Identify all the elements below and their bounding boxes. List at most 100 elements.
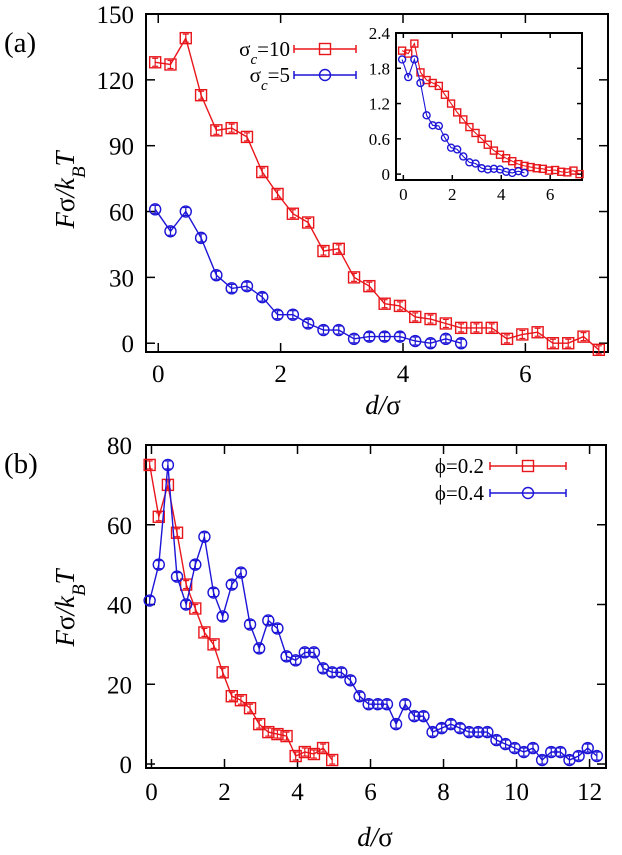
data-point [516, 328, 529, 341]
data-point [556, 167, 566, 176]
data-point [471, 128, 480, 138]
data-point [179, 578, 193, 591]
panel-a-xtick-label: 0 [152, 361, 165, 388]
data-point [590, 749, 604, 763]
panel-b-ytick-label: 40 [107, 593, 132, 620]
data-point [252, 717, 266, 731]
data-point [577, 330, 590, 343]
data-point [325, 753, 339, 767]
panel-b-legend-label: ϕ=0.4 [435, 481, 485, 505]
data-point [483, 140, 492, 149]
panel-a-ytick-label: 150 [97, 2, 135, 29]
data-point [225, 690, 238, 703]
data-point [353, 690, 366, 703]
data-point [207, 638, 220, 651]
data-point [363, 279, 376, 293]
data-point [189, 558, 202, 571]
data-point [298, 646, 312, 659]
panel-a-legend-entry: σc=5 [250, 63, 357, 94]
panel-a-ytick-label: 90 [109, 134, 134, 161]
data-point [399, 697, 412, 711]
panel-a-label: (a) [4, 27, 36, 59]
data-point [454, 321, 468, 335]
data-point [416, 68, 425, 77]
data-point [225, 282, 238, 295]
data-point [424, 312, 437, 326]
data-point [198, 626, 211, 639]
data-point [472, 725, 485, 739]
data-point [417, 709, 430, 723]
data-point [440, 133, 450, 142]
data-point [194, 231, 208, 245]
data-point [243, 701, 257, 715]
data-point [298, 745, 312, 759]
data-point [234, 694, 248, 707]
inset-xtick-label: 0 [399, 185, 408, 204]
panel-a-ytick-label: 0 [122, 331, 135, 358]
panel-b-ytick-label: 80 [107, 433, 132, 460]
data-point [286, 308, 300, 321]
data-point [408, 709, 421, 723]
data-point [317, 244, 330, 258]
data-point [363, 330, 376, 343]
panel-a-ytick-label: 60 [109, 200, 134, 227]
panel-a-plot-frame [145, 13, 609, 353]
data-point [452, 108, 462, 117]
panel-b-legend-entry: ϕ=0.2 [435, 454, 567, 478]
inset-ytick-label: 1.8 [369, 59, 390, 78]
data-point [271, 622, 284, 635]
panel-b-ytick-label: 0 [120, 752, 133, 779]
data-point [562, 337, 575, 350]
data-point [483, 165, 492, 174]
panel-a-xtick-label: 4 [397, 361, 410, 388]
data-point [148, 203, 162, 216]
panel-b-xtick-label: 0 [145, 779, 158, 806]
data-point [434, 121, 444, 131]
data-point [271, 308, 284, 321]
data-point [148, 56, 162, 69]
panel-b-plot-frame [145, 444, 607, 769]
data-point [262, 614, 275, 627]
data-point [207, 586, 220, 599]
data-point [316, 741, 330, 755]
data-point [520, 168, 529, 178]
panel-b-legend-marker [521, 459, 535, 473]
data-point [439, 317, 453, 330]
data-point [462, 725, 476, 739]
data-point [470, 321, 483, 335]
data-point [161, 458, 175, 472]
data-point [477, 134, 486, 144]
data-point [164, 58, 177, 71]
panel-b-xtick-label: 2 [218, 779, 231, 806]
data-point [389, 717, 403, 731]
data-point [289, 654, 302, 667]
data-point [286, 207, 300, 220]
data-point [179, 598, 193, 611]
data-point [546, 337, 560, 350]
data-point [477, 164, 486, 173]
data-point [397, 55, 407, 64]
panel-b-ylabel: Fσ/kBT [50, 567, 90, 647]
data-point [301, 317, 315, 330]
svg-text:Fσ/kBT: Fσ/kBT [50, 149, 90, 229]
data-point [526, 162, 535, 172]
panel-b-series-line [149, 464, 333, 761]
data-point [459, 152, 468, 161]
data-point [152, 510, 165, 523]
data-point [592, 343, 606, 357]
data-point [362, 697, 375, 711]
data-point [545, 745, 558, 759]
data-point [344, 674, 357, 687]
inset-background [396, 33, 582, 180]
data-point [240, 130, 254, 144]
panel-b-xtick-label: 4 [291, 779, 304, 806]
data-point [393, 330, 407, 343]
data-point [465, 122, 474, 132]
data-point [409, 334, 422, 348]
data-point [332, 323, 345, 337]
data-point [465, 158, 474, 167]
data-point [335, 666, 348, 679]
data-point [404, 72, 413, 82]
